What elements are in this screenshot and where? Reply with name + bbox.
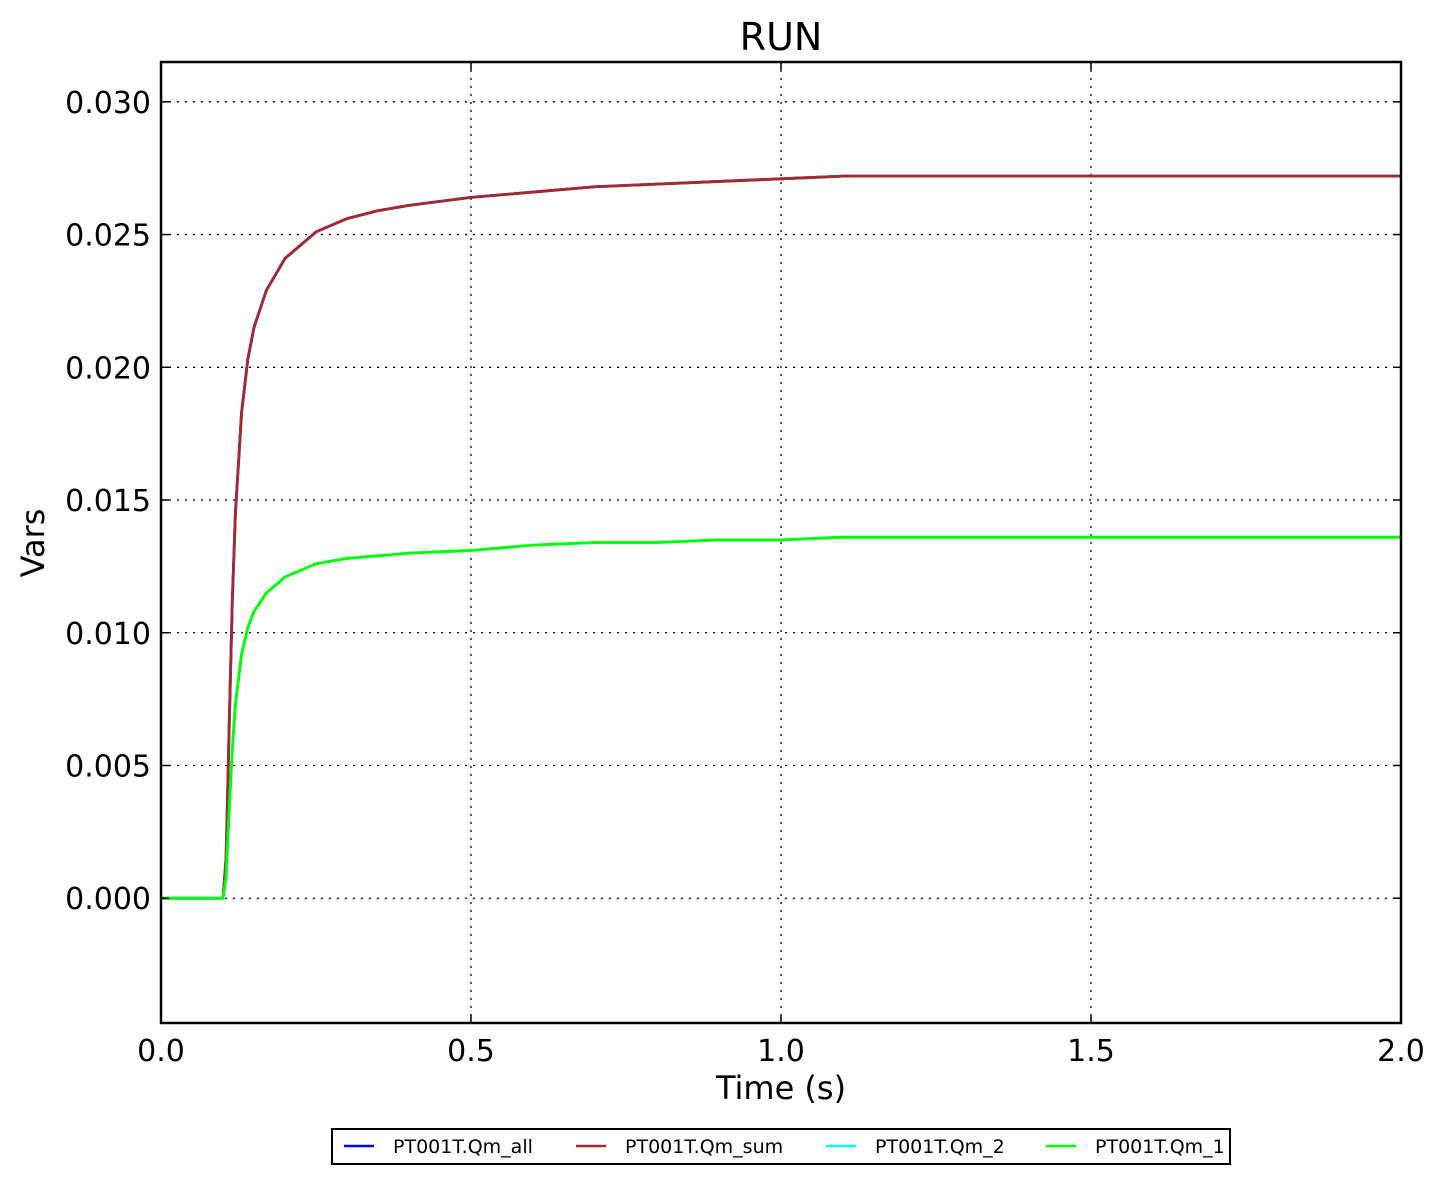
y-tick-label: 0.020 [65, 351, 151, 386]
legend-label: PT001T.Qm_1 [1095, 1136, 1225, 1158]
chart-title: RUN [740, 15, 823, 59]
plot-series [161, 174, 1401, 900]
x-tick-label: 0.5 [447, 1034, 495, 1069]
y-tick-label: 0.010 [65, 617, 151, 652]
y-axis-label: Vars [14, 509, 52, 578]
x-tick-label: 1.5 [1067, 1034, 1115, 1069]
x-axis-label: Time (s) [715, 1069, 846, 1107]
y-tick-label: 0.025 [65, 219, 151, 254]
x-tick-label: 1.0 [757, 1034, 805, 1069]
axis-ticks: 0.0 0.5 1.0 1.5 2.0 0.000 0.005 0.010 0.015 0.020… [65, 62, 1425, 1069]
legend-label: PT001T.Qm_2 [875, 1136, 1005, 1158]
legend-label: PT001T.Qm_all [393, 1136, 533, 1158]
legend-label: PT001T.Qm_sum [625, 1136, 783, 1158]
x-tick-label: 2.0 [1377, 1034, 1425, 1069]
y-tick-label: 0.015 [65, 484, 151, 519]
legend-frame [331, 1128, 1231, 1165]
series-line-pt001t-qm-sum [161, 174, 1401, 900]
series-line-pt001t-qm-1 [161, 535, 1401, 900]
y-tick-label: 0.030 [65, 86, 151, 121]
legend-items: PT001T.Qm_all PT001T.Qm_sum PT001T.Qm_2 PT0… [344, 1136, 1225, 1158]
x-tick-label: 0.0 [137, 1034, 185, 1069]
grid [161, 62, 1401, 1023]
legend: PT001T.Qm_all PT001T.Qm_sum PT001T.Qm_2 PT0… [331, 1128, 1231, 1165]
y-tick-label: 0.005 [65, 749, 151, 784]
y-tick-label: 0.000 [65, 882, 151, 917]
